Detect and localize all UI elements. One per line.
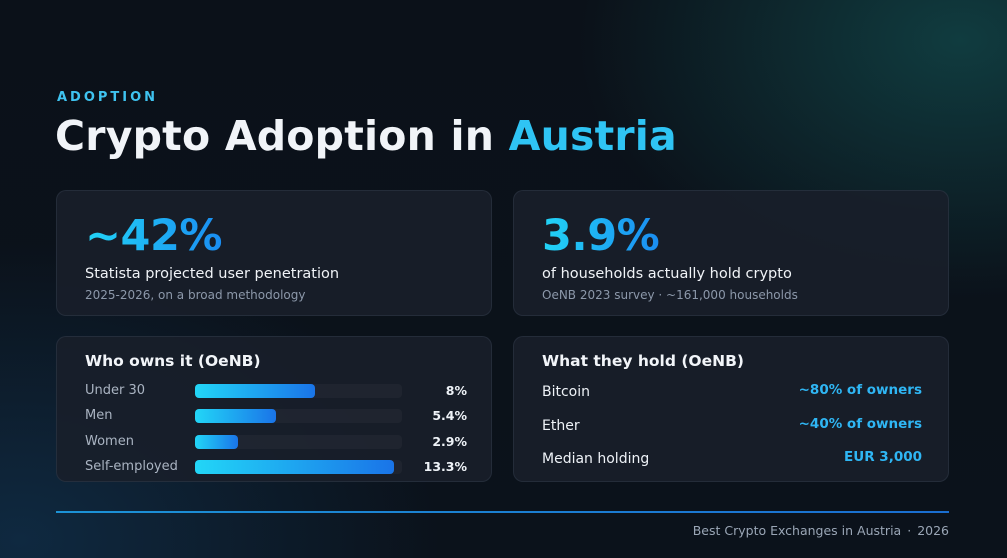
footer-source: Best Crypto Exchanges in Austria — [692, 523, 902, 538]
holdings-row-median: Median holding EUR 3,000 — [542, 449, 922, 469]
owners-bar-track — [195, 384, 402, 398]
owners-bar-track — [195, 409, 402, 423]
user-penetration-value: ~42% — [85, 211, 222, 261]
household-holding-card: 3.9% of households actually hold crypto … — [513, 190, 949, 316]
holdings-row-value: ~40% of owners — [798, 416, 922, 432]
owners-bar-track — [195, 460, 402, 474]
owners-row-label: Under 30 — [85, 383, 146, 398]
owners-row-value: 2.9% — [432, 434, 467, 449]
owners-bar-fill — [195, 460, 394, 474]
holdings-row-label: Ether — [542, 418, 580, 434]
user-penetration-source: 2025-2026, on a broad methodology — [85, 288, 306, 302]
household-holding-source: OeNB 2023 survey · ~161,000 households — [542, 288, 798, 302]
footer-divider — [56, 511, 949, 513]
footer-year: 2026 — [917, 523, 949, 538]
owners-row-women: Women 2.9% — [85, 433, 467, 451]
holdings-card-title: What they hold (OeNB) — [542, 352, 744, 370]
footer-separator: · — [907, 523, 912, 538]
owners-row-value: 8% — [445, 383, 467, 398]
holdings-row-value: ~80% of owners — [798, 382, 922, 398]
section-eyebrow: ADOPTION — [57, 90, 159, 105]
page-title-main: Crypto Adoption in — [55, 112, 495, 160]
owners-breakdown-card: Who owns it (OeNB) Under 30 8% Men 5.4% … — [56, 336, 492, 482]
owners-row-self-employed: Self-employed 13.3% — [85, 458, 467, 476]
household-holding-value: 3.9% — [542, 211, 660, 261]
owners-bar-fill — [195, 384, 316, 398]
holdings-row-label: Bitcoin — [542, 384, 591, 400]
owners-bar-fill — [195, 435, 239, 449]
holdings-row-ether: Ether ~40% of owners — [542, 416, 922, 436]
owners-row-label: Men — [85, 408, 113, 423]
owners-row-value: 5.4% — [432, 408, 467, 423]
page-title-accent: Austria — [508, 112, 677, 160]
owners-row-men: Men 5.4% — [85, 407, 467, 425]
holdings-card: What they hold (OeNB) Bitcoin ~80% of ow… — [513, 336, 949, 482]
owners-bar-track — [195, 435, 402, 449]
owners-card-title: Who owns it (OeNB) — [85, 352, 261, 370]
holdings-row-value: EUR 3,000 — [844, 449, 922, 465]
user-penetration-card: ~42% Statista projected user penetration… — [56, 190, 492, 316]
footer: Best Crypto Exchanges in Austria · 2026 — [693, 523, 949, 538]
household-holding-label: of households actually hold crypto — [542, 266, 792, 282]
user-penetration-label: Statista projected user penetration — [85, 266, 340, 282]
holdings-row-label: Median holding — [542, 451, 650, 467]
owners-row-label: Self-employed — [85, 459, 178, 474]
owners-row-label: Women — [85, 434, 134, 449]
page-title: Crypto Adoption in Austria — [55, 112, 677, 160]
holdings-row-bitcoin: Bitcoin ~80% of owners — [542, 382, 922, 402]
owners-row-under-30: Under 30 8% — [85, 382, 467, 400]
owners-row-value: 13.3% — [423, 459, 467, 474]
owners-bar-fill — [195, 409, 276, 423]
